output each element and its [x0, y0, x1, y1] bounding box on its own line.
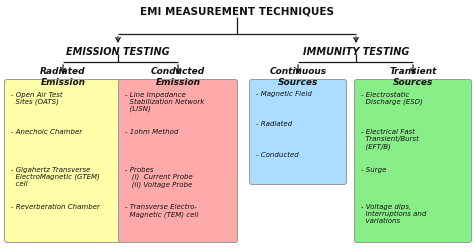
Text: - Surge: - Surge	[361, 166, 386, 172]
Text: - Transverse Electro-
  Magnetic (TEM) cell: - Transverse Electro- Magnetic (TEM) cel…	[125, 204, 199, 218]
Text: - Line Impedance
  Stabilization Network
  (LISN): - Line Impedance Stabilization Network (…	[125, 92, 204, 112]
Text: - Probes
   (i)  Current Probe
   (ii) Voltage Probe: - Probes (i) Current Probe (ii) Voltage …	[125, 166, 193, 188]
Text: - Magnetic Field: - Magnetic Field	[256, 90, 312, 97]
Text: - Voltage dips,
  interruptions and
  variations: - Voltage dips, interruptions and variat…	[361, 204, 427, 224]
Text: - Electrical Fast
  Transient/Burst
  (EFT/B): - Electrical Fast Transient/Burst (EFT/B…	[361, 129, 419, 150]
Text: Radiated
Emission: Radiated Emission	[40, 67, 86, 87]
FancyBboxPatch shape	[118, 80, 237, 242]
FancyBboxPatch shape	[4, 80, 121, 242]
Text: - 1ohm Method: - 1ohm Method	[125, 129, 178, 135]
Text: - Conducted: - Conducted	[256, 152, 299, 158]
FancyBboxPatch shape	[355, 80, 472, 242]
Text: IMMUNITY TESTING: IMMUNITY TESTING	[303, 47, 409, 57]
Text: Transient
Sources: Transient Sources	[389, 67, 437, 87]
Text: - Anechoic Chamber: - Anechoic Chamber	[11, 129, 82, 135]
Text: Continuous
Sources: Continuous Sources	[269, 67, 327, 87]
Text: - Open Air Test
  Sites (OATS): - Open Air Test Sites (OATS)	[11, 92, 63, 105]
Text: EMISSION TESTING: EMISSION TESTING	[66, 47, 170, 57]
Text: - Gigahertz Transverse
  ElectroMagnetic (GTEM)
  cell: - Gigahertz Transverse ElectroMagnetic (…	[11, 166, 100, 187]
FancyBboxPatch shape	[249, 80, 346, 184]
Text: EMI MEASUREMENT TECHNIQUES: EMI MEASUREMENT TECHNIQUES	[140, 7, 334, 17]
Text: - Reverberation Chamber: - Reverberation Chamber	[11, 204, 100, 210]
Text: - Electrostatic
  Discharge (ESD): - Electrostatic Discharge (ESD)	[361, 92, 423, 105]
Text: - Radiated: - Radiated	[256, 121, 292, 127]
Text: Conducted
Emission: Conducted Emission	[151, 67, 205, 87]
